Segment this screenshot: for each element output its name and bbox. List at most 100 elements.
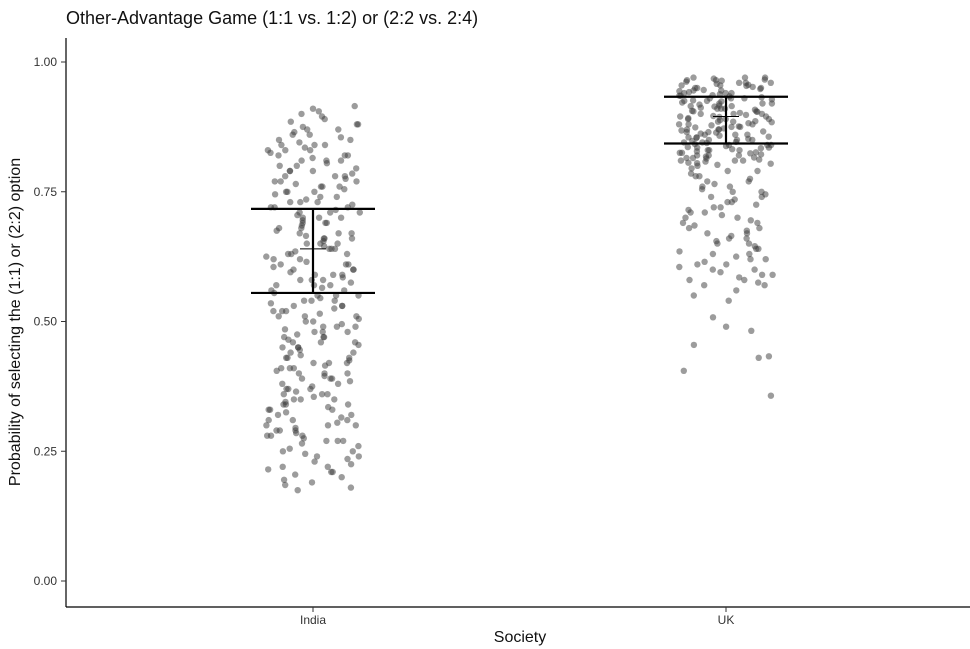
data-point <box>733 136 741 144</box>
data-point <box>765 144 773 151</box>
data-point <box>348 230 355 237</box>
data-point <box>300 435 307 442</box>
data-point <box>680 367 687 374</box>
data-point <box>282 173 289 180</box>
data-point <box>742 79 749 87</box>
data-point <box>311 328 318 336</box>
data-point <box>353 121 361 128</box>
data-point <box>747 217 754 224</box>
data-point <box>769 271 776 278</box>
data-point <box>324 463 331 470</box>
data-point <box>694 261 701 268</box>
data-point <box>691 222 698 229</box>
data-point <box>299 214 306 221</box>
data-point <box>716 100 723 107</box>
data-point <box>271 178 278 185</box>
data-point <box>298 110 305 118</box>
data-point <box>347 461 355 468</box>
data-point <box>709 314 717 321</box>
data-point <box>723 261 730 268</box>
data-point <box>267 300 275 307</box>
data-point <box>293 162 300 169</box>
data-point <box>294 211 301 219</box>
data-point <box>745 178 752 185</box>
data-point <box>317 193 324 201</box>
data-point <box>344 416 351 424</box>
data-point <box>319 328 326 336</box>
y-tick-label: 0.25 <box>34 444 58 458</box>
data-point <box>290 302 297 310</box>
data-point <box>718 87 725 94</box>
data-point <box>697 104 704 111</box>
data-point <box>747 256 754 263</box>
data-point <box>755 279 762 286</box>
data-point <box>677 113 684 120</box>
data-point <box>294 487 301 494</box>
data-point <box>321 235 328 242</box>
data-point <box>708 122 715 129</box>
data-point <box>690 74 697 81</box>
data-point <box>316 310 323 317</box>
y-tick-label: 0.50 <box>34 315 58 329</box>
data-point <box>265 466 272 473</box>
data-point <box>342 175 349 182</box>
data-point <box>689 154 697 162</box>
data-point <box>275 152 282 159</box>
data-point <box>323 219 330 227</box>
data-point <box>765 133 772 140</box>
data-point <box>296 256 304 263</box>
data-point <box>750 154 758 161</box>
data-point <box>290 396 298 403</box>
data-point <box>722 323 730 330</box>
data-point <box>323 160 331 167</box>
data-point <box>676 248 683 255</box>
data-point <box>328 245 335 252</box>
data-point <box>339 302 346 310</box>
data-point <box>301 313 309 320</box>
data-point <box>273 227 280 234</box>
data-point <box>709 250 717 258</box>
data-point <box>349 170 356 177</box>
data-point <box>321 370 328 377</box>
data-point <box>683 154 690 162</box>
data-point <box>333 323 341 330</box>
data-point <box>697 110 704 118</box>
data-point <box>717 269 724 276</box>
data-point <box>678 149 686 156</box>
data-point <box>344 401 352 408</box>
data-point <box>317 339 325 346</box>
data-point <box>753 201 760 208</box>
data-point <box>307 385 314 393</box>
data-point <box>281 333 288 341</box>
data-point <box>733 287 740 294</box>
data-point <box>337 214 345 221</box>
data-point <box>281 326 289 333</box>
data-point <box>689 97 697 104</box>
data-point <box>714 240 721 247</box>
data-point <box>756 224 763 232</box>
data-point <box>321 115 328 123</box>
data-point <box>310 393 317 400</box>
data-point <box>347 279 355 286</box>
data-point <box>288 250 295 258</box>
data-point <box>352 323 359 330</box>
data-point <box>732 131 739 138</box>
data-point <box>752 149 760 156</box>
data-point <box>295 344 302 351</box>
data-point <box>311 141 318 149</box>
data-point <box>701 258 708 265</box>
data-point <box>710 204 717 211</box>
data-point <box>270 263 277 271</box>
data-point <box>307 147 314 154</box>
data-point <box>299 219 306 227</box>
data-point <box>692 124 699 131</box>
data-point <box>315 108 322 115</box>
data-point <box>289 131 296 138</box>
summary-bars <box>251 95 788 295</box>
data-point <box>711 180 718 188</box>
x-axis-ticks: India UK <box>300 607 734 627</box>
data-point <box>294 331 301 338</box>
data-point <box>742 111 750 119</box>
data-point <box>273 427 280 434</box>
data-point <box>736 109 744 117</box>
